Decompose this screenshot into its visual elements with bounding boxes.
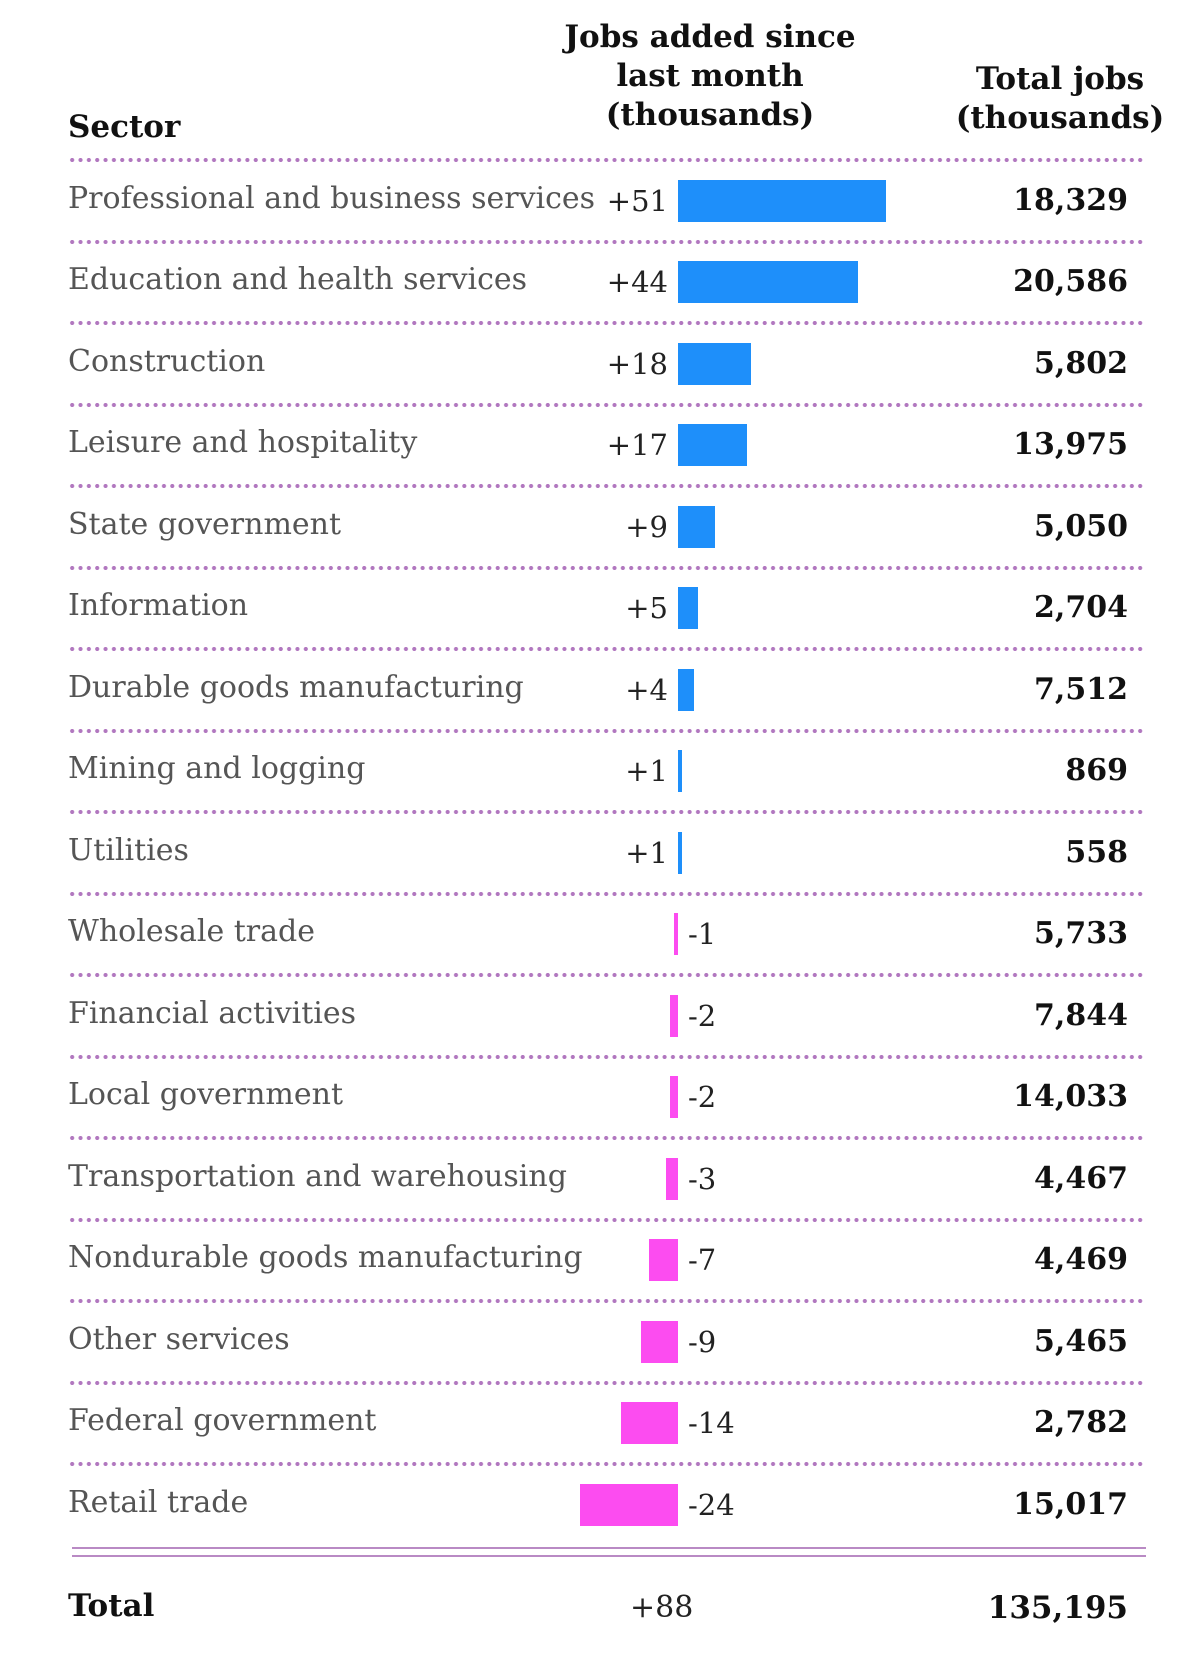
change-value: +4	[625, 672, 668, 707]
total-value: 7,844	[1034, 997, 1128, 1033]
change-bar	[665, 1157, 678, 1200]
change-bar	[641, 1320, 678, 1363]
change-value: -1	[688, 917, 717, 952]
sector-label: Construction	[68, 343, 266, 379]
row-separator	[68, 158, 1146, 162]
change-bar	[669, 994, 678, 1037]
change-bar	[678, 587, 699, 630]
row-separator	[68, 1380, 1146, 1385]
row-separator	[68, 1299, 1146, 1303]
row-separator	[68, 647, 1146, 651]
sector-label: Professional and business services	[68, 180, 596, 216]
total-value: 13,975	[1013, 427, 1128, 463]
total-value: 5,050	[1034, 508, 1128, 544]
sector-label: State government	[68, 506, 342, 542]
total-value: 14,033	[1013, 1079, 1128, 1115]
change-value: +44	[606, 265, 668, 300]
total-value: 2,782	[1034, 1405, 1128, 1441]
sector-label: Financial activities	[68, 995, 357, 1031]
total-value: 18,329	[1013, 182, 1128, 218]
sector-label: Mining and logging	[68, 751, 366, 787]
sector-label: Durable goods manufacturing	[68, 669, 524, 705]
total-value: 558	[1065, 834, 1128, 870]
column-header-jobs-added: Jobs added since last month (thousands)	[564, 19, 856, 133]
sector-label: Transportation and warehousing	[68, 1158, 567, 1194]
total-rule	[72, 1554, 1146, 1557]
change-value: -7	[688, 1243, 717, 1278]
change-value: -3	[688, 1161, 717, 1196]
change-bar	[678, 342, 752, 385]
sector-label: Nondurable goods manufacturing	[68, 1240, 583, 1276]
total-change-value: +88	[630, 1589, 694, 1625]
row-separator	[68, 973, 1146, 977]
row-separator	[68, 1136, 1146, 1140]
total-rule	[72, 1546, 1146, 1549]
change-value: +1	[625, 835, 668, 870]
row-separator	[68, 810, 1146, 814]
total-value: 2,704	[1034, 590, 1128, 626]
total-value: 7,512	[1034, 671, 1128, 707]
column-header-total-jobs: Total jobs (thousands)	[955, 61, 1165, 136]
change-bar	[620, 1402, 678, 1445]
row-separator	[68, 484, 1146, 488]
change-bar	[678, 750, 683, 793]
change-value: +51	[606, 183, 668, 218]
sector-label: Utilities	[68, 832, 189, 868]
change-value: -2	[688, 1080, 717, 1115]
change-value: -24	[688, 1487, 735, 1522]
total-jobs-value: 135,195	[987, 1589, 1128, 1626]
change-bar	[580, 1483, 678, 1526]
change-bar	[678, 505, 715, 548]
total-value: 5,802	[1034, 345, 1128, 381]
change-bar	[649, 1239, 678, 1282]
sector-label: Retail trade	[68, 1484, 249, 1520]
sector-label: Education and health services	[68, 262, 528, 298]
change-value: +5	[625, 591, 668, 626]
row-separator	[68, 1217, 1146, 1222]
sector-label: Wholesale trade	[68, 914, 315, 950]
total-value: 20,586	[1013, 264, 1128, 300]
change-bar	[678, 179, 887, 222]
change-value: -9	[688, 1324, 717, 1359]
change-value: -14	[688, 1406, 735, 1441]
row-separator	[68, 891, 1146, 896]
row-separator	[68, 239, 1146, 244]
row-separator	[68, 321, 1146, 325]
total-value: 15,017	[1013, 1486, 1128, 1522]
change-value: -2	[688, 998, 717, 1033]
row-separator	[68, 728, 1146, 733]
change-bar	[673, 913, 678, 956]
change-bar	[678, 424, 748, 467]
change-bar	[678, 831, 683, 874]
change-bar	[669, 1076, 678, 1119]
change-value: +9	[625, 509, 668, 544]
row-separator	[68, 1054, 1146, 1059]
change-value: +17	[606, 428, 668, 463]
total-value: 4,469	[1034, 1242, 1128, 1278]
sector-label: Leisure and hospitality	[68, 425, 418, 461]
row-separator	[68, 1462, 1146, 1466]
sector-label: Local government	[68, 1077, 344, 1113]
sector-label: Other services	[68, 1321, 290, 1357]
change-bar	[678, 261, 858, 304]
change-bar	[678, 668, 695, 711]
total-value: 5,465	[1034, 1323, 1128, 1359]
column-header-sector: Sector	[68, 109, 181, 145]
total-value: 5,733	[1034, 916, 1128, 952]
total-value: 4,467	[1034, 1160, 1128, 1196]
total-label: Total	[68, 1587, 155, 1624]
total-value: 869	[1065, 753, 1128, 789]
change-value: +18	[606, 346, 668, 381]
sector-label: Information	[68, 588, 249, 624]
sector-label: Federal government	[68, 1403, 377, 1439]
change-value: +1	[625, 754, 668, 789]
row-separator	[68, 402, 1146, 407]
row-separator	[68, 565, 1146, 570]
